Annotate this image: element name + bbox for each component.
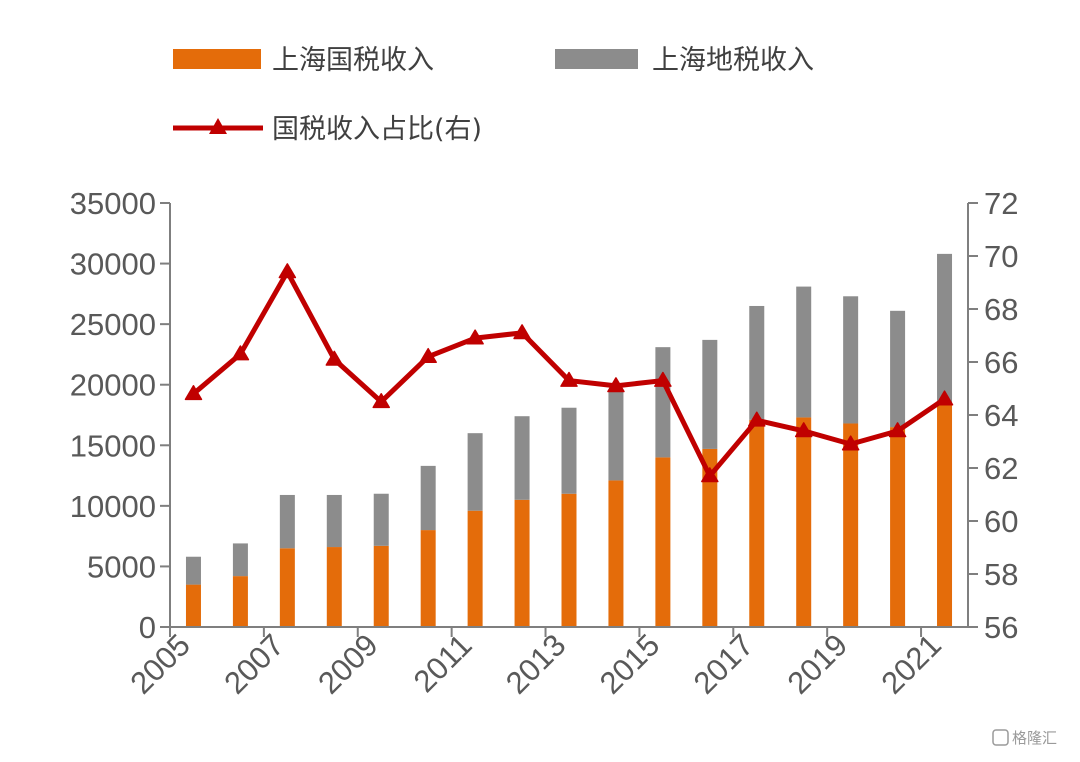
bar-dishui-2007 [279, 494, 295, 549]
x-tick-label: 2007 [217, 627, 291, 701]
bar-guoshui-2012 [514, 499, 530, 627]
bars-layer [185, 253, 953, 627]
legend-marker-ratio [209, 118, 227, 134]
bar-guoshui-2011 [467, 510, 483, 627]
legend-label-dishui: 上海地税收入 [652, 45, 814, 76]
y-left-tick-label: 20000 [70, 368, 156, 403]
bar-guoshui-2006 [232, 576, 248, 627]
bar-dishui-2016 [702, 339, 718, 449]
ratio-marker-2015 [654, 371, 672, 387]
watermark-text: 格隆汇 [1012, 729, 1057, 747]
ratio-marker-2011 [466, 329, 484, 345]
bar-dishui-2005 [185, 556, 201, 585]
x-tick-label: 2011 [407, 627, 479, 699]
watermark-logo [992, 729, 1009, 746]
bar-guoshui-2007 [279, 548, 295, 627]
y-right-tick-label: 62 [984, 451, 1018, 486]
ratio-line-layer [184, 263, 954, 483]
bar-dishui-2011 [467, 433, 483, 511]
bar-dishui-2013 [561, 407, 577, 494]
y-right-tick-label: 72 [984, 186, 1018, 221]
bar-dishui-2012 [514, 416, 530, 500]
bar-guoshui-2017 [749, 419, 765, 627]
ratio-marker-2006 [231, 345, 250, 361]
bar-dishui-2008 [326, 494, 342, 548]
ratio-marker-2010 [419, 347, 437, 364]
bar-dishui-2018 [796, 286, 812, 418]
ratio-marker-2014 [607, 377, 625, 393]
y-right-tick-label: 60 [984, 504, 1018, 539]
y-left-tick-label: 5000 [87, 549, 156, 584]
bar-guoshui-2018 [796, 417, 812, 627]
bar-dishui-2020 [890, 310, 906, 428]
bar-guoshui-2008 [326, 547, 342, 627]
bar-guoshui-2015 [655, 457, 671, 627]
bar-guoshui-2010 [420, 530, 436, 627]
y-left-tick-label: 0 [139, 610, 156, 645]
legend-label-guoshui: 上海国税收入 [272, 45, 434, 76]
y-right-tick-label: 64 [984, 398, 1018, 433]
x-tick-label: 2015 [593, 627, 667, 701]
bar-dishui-2014 [608, 390, 624, 481]
ratio-marker-2005 [184, 385, 203, 401]
ratio-marker-2021 [935, 390, 954, 406]
bar-guoshui-2019 [843, 423, 859, 627]
legend-swatch-guoshui [173, 49, 261, 69]
bar-guoshui-2020 [890, 427, 906, 627]
bar-guoshui-2009 [373, 545, 389, 627]
bar-guoshui-2013 [561, 493, 577, 627]
y-right-tick-label: 66 [984, 345, 1018, 380]
x-tick-label: 2017 [687, 627, 761, 701]
ratio-marker-2018 [794, 422, 813, 438]
y-right-tick-label: 58 [984, 557, 1018, 592]
ratio-marker-2008 [325, 350, 344, 366]
ratio-marker-2007 [278, 263, 297, 279]
y-right-tick-label: 68 [984, 292, 1018, 327]
bar-guoshui-2005 [185, 584, 201, 627]
y-left-tick-label: 15000 [70, 428, 156, 463]
x-tick-label: 2021 [874, 627, 948, 701]
y-left-tick-label: 10000 [70, 489, 156, 524]
ratio-marker-2009 [372, 393, 390, 409]
bar-dishui-2010 [420, 465, 436, 531]
bar-dishui-2006 [232, 543, 248, 577]
y-right-tick-label: 70 [984, 239, 1018, 274]
y-left-tick-label: 25000 [70, 307, 156, 342]
x-tick-label: 2009 [311, 627, 385, 701]
bar-dishui-2009 [373, 493, 389, 546]
ratio-marker-2020 [888, 422, 907, 438]
bar-guoshui-2016 [702, 448, 718, 627]
x-tick-label: 2019 [781, 627, 855, 701]
legend-label-ratio: 国税收入占比(右) [272, 114, 482, 145]
ratio-marker-2016 [701, 467, 719, 483]
bar-dishui-2021 [937, 253, 953, 406]
x-tick-label: 2005 [123, 627, 197, 701]
bar-dishui-2015 [655, 347, 671, 458]
ratio-marker-2019 [841, 435, 860, 451]
y-right-tick-label: 56 [984, 610, 1018, 645]
ratio-marker-2017 [748, 411, 766, 427]
bar-guoshui-2021 [937, 405, 953, 627]
axes-layer: 0 5000 10000 15000 20000 25000 30000 35000 56 58 6… [70, 186, 1019, 701]
bar-dishui-2017 [749, 305, 765, 420]
ratio-marker-2012 [513, 324, 531, 340]
y-left-tick-label: 30000 [70, 247, 156, 282]
bar-dishui-2019 [843, 296, 859, 424]
bar-guoshui-2014 [608, 480, 624, 627]
ratio-marker-2013 [560, 371, 578, 387]
x-tick-label: 2013 [499, 627, 573, 701]
y-left-tick-label: 35000 [70, 186, 156, 221]
watermark: 格隆汇 [992, 729, 1057, 747]
legend-swatch-dishui [555, 49, 638, 69]
